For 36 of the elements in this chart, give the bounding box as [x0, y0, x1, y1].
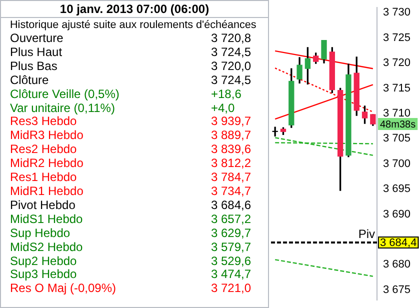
text: 3 684,4 — [380, 237, 417, 250]
text: 48m38s — [380, 119, 416, 130]
y-tick-label: 3 710 — [383, 108, 411, 120]
text: Sup2 Hebdo 3 529,6 — [10, 254, 252, 268]
candlestick — [272, 126, 278, 136]
text: MidR3 Hebdo 3 889,7 — [10, 128, 252, 142]
text: Plus Haut 3 724,5 — [10, 44, 252, 59]
y-tick-label: 3 700 — [383, 158, 411, 170]
text: Sup Hebdo 3 629,7 — [10, 226, 252, 240]
y-tick-label: 3 730 — [383, 6, 411, 19]
text: Pivot Hebdo 3 684,6 — [10, 198, 252, 212]
text: MidS2 Hebdo 3 579,7 — [10, 240, 252, 254]
text: 10 janv. 2013 07:00 (06:00) — [1, 1, 268, 18]
y-tick-label: 3 720 — [383, 57, 411, 70]
text: Historique ajusté suite aux roulements d'échéances — [9, 18, 258, 32]
text: Ouverture 3 720,8 — [10, 31, 252, 45]
text: Clôture 3 724,5 — [10, 72, 252, 87]
text: MidR2 Hebdo 3 812,2 — [10, 156, 252, 170]
y-tick-label: 3 695 — [383, 183, 411, 196]
text: MidS1 Hebdo 3 657,2 — [10, 212, 252, 226]
text: Sup3 Hebdo 3 474,7 — [10, 267, 252, 282]
text: Plus Bas 3 720,0 — [10, 58, 252, 73]
text: Res O Maj (-0,09%) 3 721,0 — [10, 281, 252, 296]
text: Var unitaire (0,11%) +4,0 — [10, 100, 235, 115]
text: Clôture Veille (0,5%) +18,6 — [10, 86, 242, 101]
y-tick-label: 3 675 — [383, 284, 411, 296]
text: MidR1 Hebdo 3 734,7 — [10, 184, 252, 198]
ref-line-label: Piv — [358, 226, 375, 241]
y-tick-label: 3 690 — [383, 208, 411, 220]
y-tick-label: 3 705 — [383, 132, 411, 145]
text: Res2 Hebdo 3 839,6 — [10, 142, 252, 156]
text: Res1 Hebdo 3 784,7 — [10, 170, 252, 184]
y-tick-label: 3 715 — [383, 82, 411, 94]
text: Res3 Hebdo 3 939,7 — [10, 114, 252, 128]
y-tick-label: 3 725 — [383, 32, 411, 44]
y-tick-label: 3 680 — [383, 258, 411, 271]
